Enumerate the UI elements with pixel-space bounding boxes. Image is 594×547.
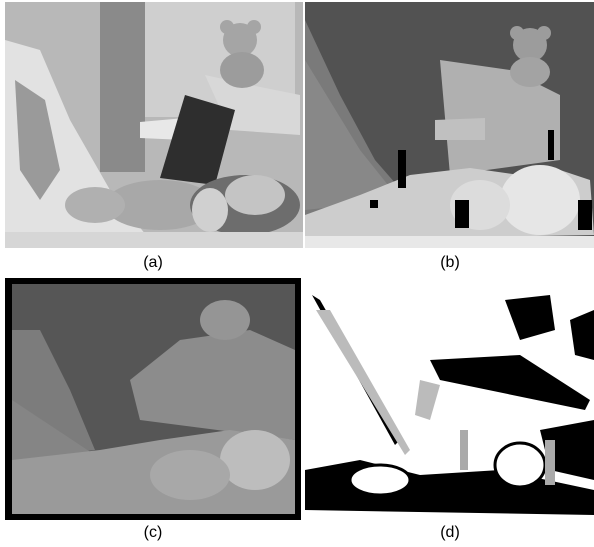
image-d (305, 278, 594, 520)
caption: (c) (113, 524, 193, 542)
image-b (305, 2, 594, 248)
figure-images (0, 0, 594, 547)
figure: (a) (b) (c) (d) (0, 0, 594, 547)
caption: (b) (410, 254, 490, 272)
image-c (5, 278, 301, 520)
caption: (d) (410, 524, 490, 542)
caption: (a) (113, 254, 193, 272)
image-a (5, 2, 303, 248)
